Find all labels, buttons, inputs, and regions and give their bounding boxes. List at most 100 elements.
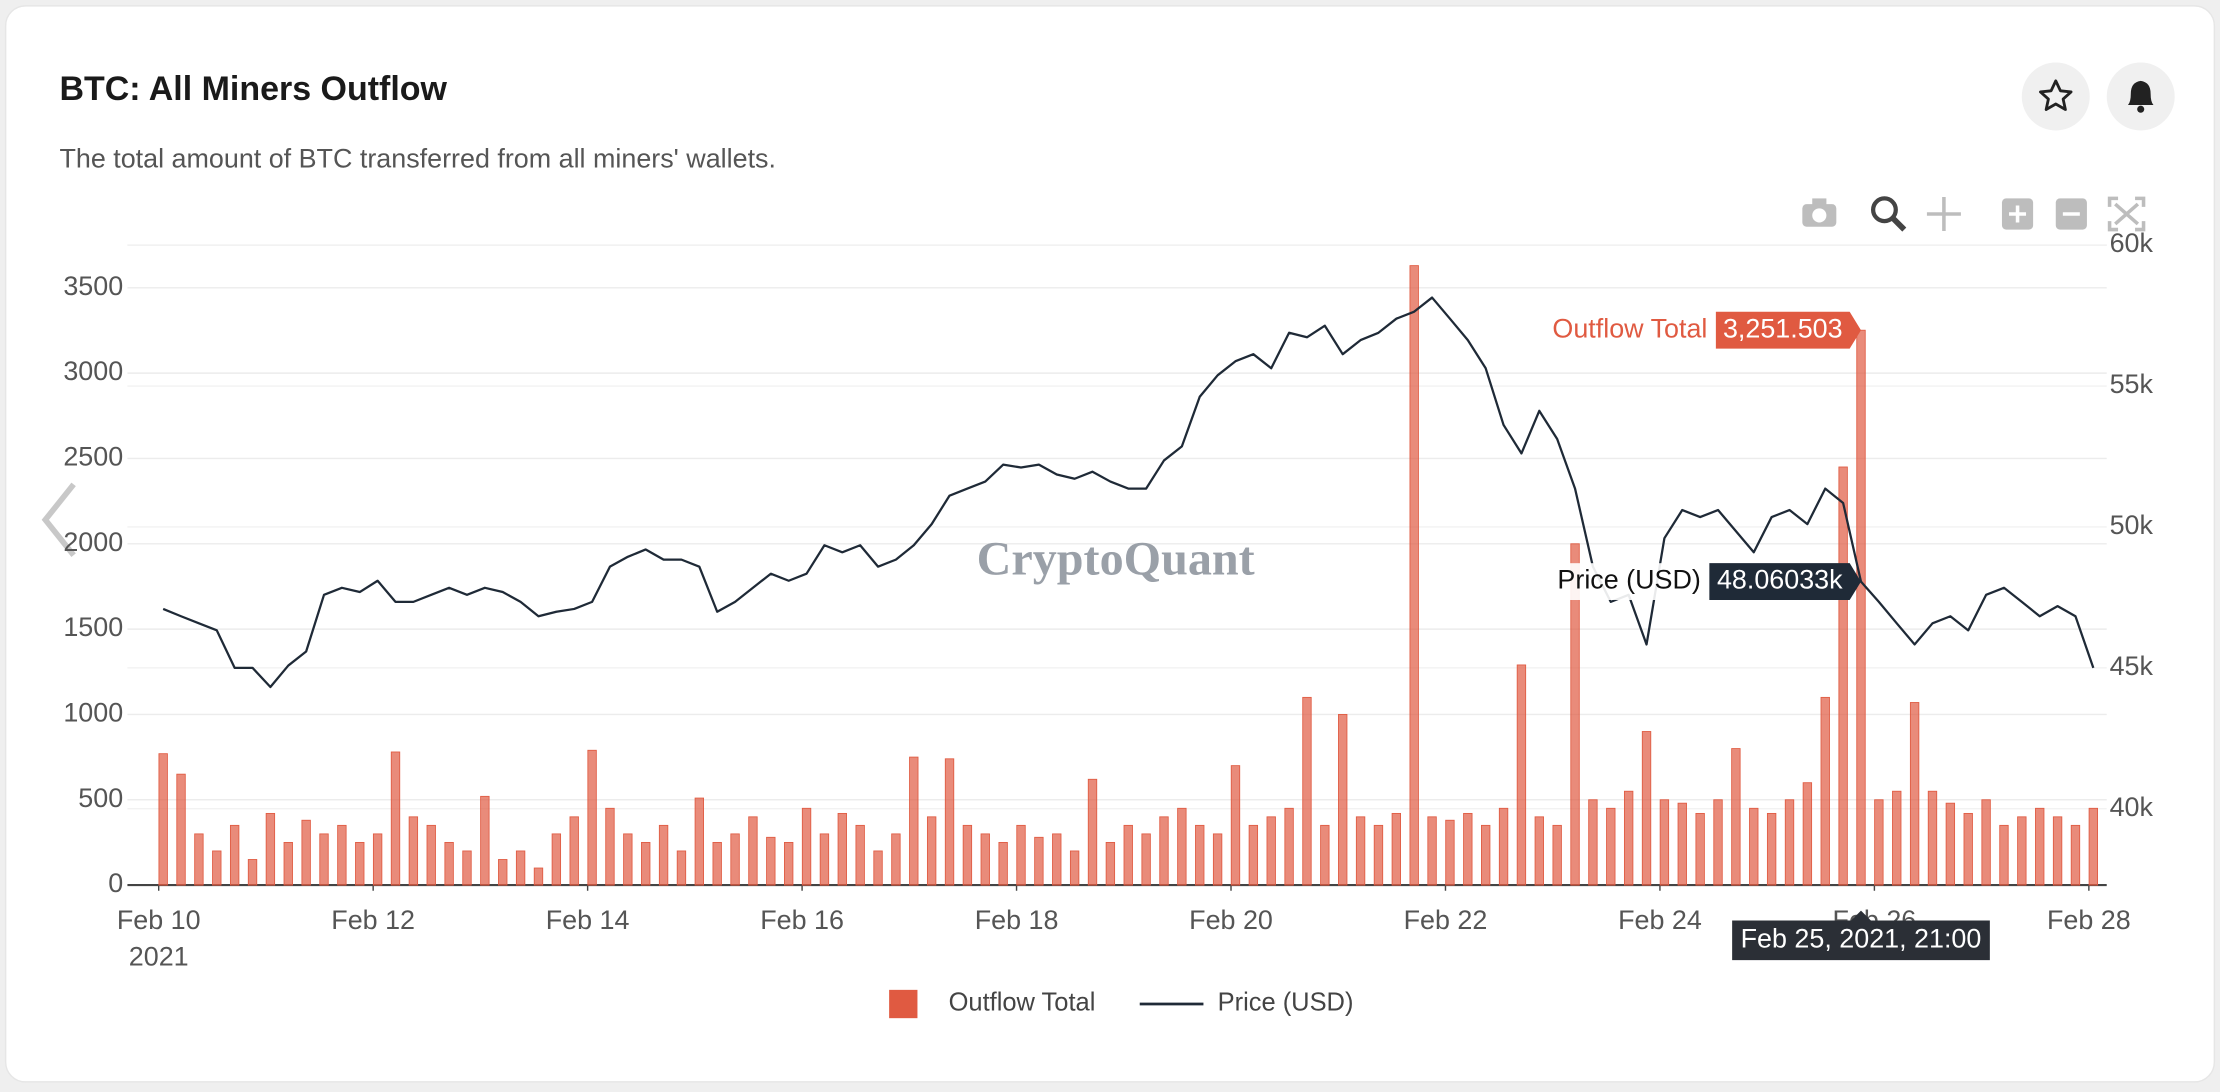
bar	[1963, 812, 1973, 886]
bar	[158, 753, 168, 886]
bar	[1016, 824, 1026, 886]
hover-x-label: Feb 25, 2021, 21:00	[1741, 923, 1982, 953]
bar	[212, 850, 222, 886]
bar	[1427, 816, 1437, 886]
tooltip-value: 3,251.503	[1723, 313, 1843, 343]
bar	[1141, 833, 1151, 886]
bar	[1927, 790, 1938, 886]
x-tick-label: Feb 28	[2047, 905, 2131, 935]
bar	[1713, 799, 1723, 886]
bar	[909, 756, 919, 886]
bar	[1874, 799, 1884, 886]
bar	[712, 841, 722, 886]
x-tick-label: Feb 14	[546, 905, 630, 935]
bar	[355, 841, 365, 886]
pan-button[interactable]	[1926, 197, 1961, 231]
bar	[2035, 807, 2045, 886]
x-tick-label: Feb 10 2021	[117, 905, 201, 972]
bar	[1355, 816, 1366, 886]
bar	[1749, 807, 1759, 886]
bar	[641, 841, 651, 886]
zoom-button[interactable]	[1871, 196, 1907, 232]
bar	[2017, 816, 2027, 886]
bar	[1695, 812, 1705, 886]
bar	[283, 841, 293, 886]
bar	[247, 859, 258, 886]
bar	[1052, 833, 1062, 886]
bar	[1481, 824, 1491, 886]
y2-tick-label: 45k	[2110, 651, 2154, 681]
bar	[766, 836, 776, 886]
y2-tick-label: 55k	[2110, 369, 2154, 399]
bar	[1623, 790, 1634, 886]
x-tick-label: Feb 24	[1618, 905, 1702, 935]
y2-tick-label: 40k	[2110, 792, 2154, 822]
bar	[1945, 802, 1956, 886]
bar	[1409, 265, 1419, 886]
bar	[390, 751, 401, 886]
bar	[1641, 731, 1652, 886]
bar	[569, 816, 579, 886]
bar	[1570, 543, 1580, 886]
bar	[1909, 702, 1920, 886]
bar	[1802, 782, 1813, 886]
bar	[1087, 778, 1098, 886]
bar	[623, 833, 633, 886]
bar	[676, 850, 687, 886]
bar	[1981, 799, 1991, 886]
bar	[1212, 833, 1223, 886]
bar	[1248, 824, 1259, 886]
bar	[1498, 807, 1509, 886]
bar	[1105, 841, 1116, 886]
bar	[1534, 816, 1544, 886]
bar	[1606, 807, 1616, 886]
bar	[1463, 812, 1473, 886]
bar	[2052, 816, 2063, 886]
bar	[1338, 714, 1348, 886]
bar	[1445, 819, 1455, 886]
bar	[229, 824, 240, 886]
bar	[1784, 799, 1795, 886]
bar	[1766, 812, 1777, 886]
tooltip-box	[1709, 563, 1861, 600]
bar	[2088, 807, 2099, 886]
carousel-prev[interactable]	[41, 482, 76, 557]
bar	[426, 824, 436, 886]
bar	[1159, 816, 1169, 886]
bar	[551, 833, 562, 886]
bar	[1195, 824, 1205, 886]
bar	[730, 833, 740, 886]
alert-button[interactable]	[2106, 62, 2175, 131]
bar	[1588, 799, 1598, 886]
tooltip-value: 48.06033k	[1717, 565, 1843, 595]
bar	[1177, 807, 1187, 886]
legend-swatch	[889, 989, 918, 1019]
bar	[480, 795, 490, 886]
bar	[337, 824, 347, 886]
favorite-button[interactable]	[2021, 62, 2090, 131]
price-line	[162, 296, 2095, 689]
bar	[319, 833, 329, 886]
autoscale-button[interactable]	[2107, 196, 2146, 232]
x-tick-label: Feb 16	[760, 905, 844, 935]
zoom-out-button[interactable]	[2055, 198, 2087, 230]
bar	[980, 833, 990, 886]
bar	[1856, 329, 1866, 886]
bar	[891, 833, 901, 886]
y-tick-label: 500	[78, 783, 123, 813]
bar	[1516, 664, 1527, 886]
y-tick-label: 1000	[63, 698, 123, 728]
x-tick-label: Feb 20	[1189, 905, 1273, 935]
bar	[301, 819, 311, 886]
y-tick-label: 2000	[63, 527, 123, 557]
bar	[1266, 816, 1276, 886]
bar	[962, 824, 973, 886]
y-tick-label: 2500	[63, 442, 123, 472]
y-tick-label: 3000	[63, 356, 123, 386]
bar	[372, 833, 383, 886]
camera-button[interactable]	[1802, 198, 1837, 227]
bar	[194, 833, 204, 886]
bar	[926, 816, 937, 886]
bar	[1123, 824, 1133, 886]
zoom-in-button[interactable]	[2001, 198, 2034, 230]
